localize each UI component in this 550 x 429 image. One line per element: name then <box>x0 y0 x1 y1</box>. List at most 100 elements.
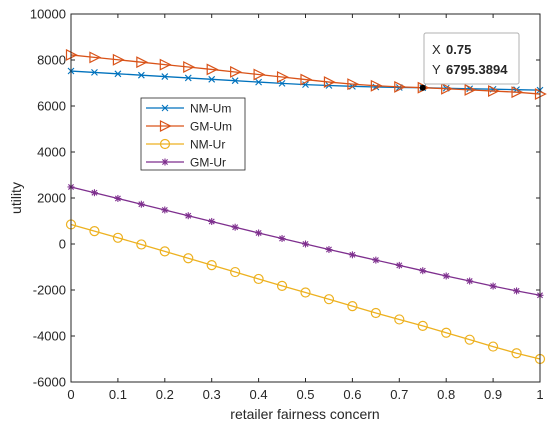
data-point[interactable] <box>159 120 172 132</box>
x-axis-label: retailer fairness concern <box>230 406 379 422</box>
data-point[interactable] <box>112 53 125 66</box>
data-point[interactable] <box>372 256 380 264</box>
y-tick-label: 2000 <box>37 191 66 206</box>
data-point[interactable] <box>278 234 286 242</box>
data-point[interactable] <box>325 246 333 254</box>
legend-entry: GM-Um <box>146 120 232 134</box>
data-point[interactable] <box>488 85 500 98</box>
data-point[interactable] <box>442 272 450 280</box>
data-point[interactable] <box>276 280 288 291</box>
datatip: X 0.75 Y 6795.3894 <box>419 32 520 91</box>
data-point[interactable] <box>136 56 149 69</box>
data-point[interactable] <box>394 314 405 325</box>
data-point[interactable] <box>300 287 311 298</box>
data-point[interactable] <box>159 138 171 150</box>
data-point[interactable] <box>488 341 499 352</box>
legend-label: GM-Um <box>190 120 232 134</box>
data-point[interactable] <box>89 226 100 237</box>
data-point[interactable] <box>323 76 336 89</box>
x-tick-label: 1 <box>536 387 543 402</box>
data-point[interactable] <box>206 63 219 76</box>
legend-label: NM-Ur <box>190 138 225 152</box>
data-point[interactable] <box>466 277 474 285</box>
data-point[interactable] <box>302 81 309 88</box>
data-point[interactable] <box>513 287 521 295</box>
data-point[interactable] <box>208 217 216 225</box>
data-point[interactable] <box>159 58 172 71</box>
data-point[interactable] <box>161 158 169 166</box>
data-point[interactable] <box>137 71 145 79</box>
series-line <box>70 54 541 95</box>
x-tick-label: 0 <box>67 387 74 402</box>
data-point[interactable] <box>255 78 262 86</box>
legend-entry: NM-Ur <box>146 138 225 152</box>
data-point[interactable] <box>419 267 427 275</box>
data-point[interactable] <box>89 51 102 64</box>
data-point[interactable] <box>231 223 239 231</box>
data-point[interactable] <box>348 251 356 259</box>
data-point[interactable] <box>464 83 477 96</box>
data-point[interactable] <box>137 200 145 208</box>
data-point[interactable] <box>161 73 169 80</box>
y-tick-label: -6000 <box>33 375 66 390</box>
data-point[interactable] <box>417 320 428 331</box>
datatip-point[interactable] <box>419 84 426 91</box>
legend-label: GM-Ur <box>190 156 226 170</box>
data-point[interactable] <box>347 301 358 312</box>
data-point[interactable] <box>91 69 98 76</box>
x-tick-label: 0.3 <box>203 387 221 402</box>
data-point[interactable] <box>184 212 192 220</box>
y-axis-label: utility <box>8 182 24 214</box>
data-point[interactable] <box>489 282 497 290</box>
data-point[interactable] <box>511 86 524 99</box>
data-point[interactable] <box>159 246 170 257</box>
data-point[interactable] <box>441 327 452 338</box>
data-point[interactable] <box>395 261 403 269</box>
data-point[interactable] <box>114 70 122 78</box>
data-point[interactable] <box>161 104 169 112</box>
datatip-y-prefix: Y <box>432 62 441 77</box>
y-tick-label: -2000 <box>33 283 66 298</box>
data-point[interactable] <box>231 77 239 85</box>
data-point[interactable] <box>114 194 122 202</box>
data-point[interactable] <box>112 232 124 243</box>
data-point[interactable] <box>302 240 309 248</box>
data-point[interactable] <box>183 253 194 264</box>
data-point[interactable] <box>208 75 216 83</box>
legend-entry: GM-Ur <box>146 156 226 170</box>
data-point[interactable] <box>370 307 381 319</box>
data-point[interactable] <box>253 273 264 285</box>
data-point[interactable] <box>161 206 169 214</box>
data-point[interactable] <box>276 71 289 83</box>
data-point[interactable] <box>255 229 263 237</box>
x-tick-label: 0.5 <box>296 387 314 402</box>
data-point[interactable] <box>347 78 360 91</box>
data-point[interactable] <box>183 61 196 73</box>
x-tick-label: 0.1 <box>109 387 127 402</box>
data-point[interactable] <box>464 334 475 345</box>
data-point[interactable] <box>90 189 98 197</box>
data-point[interactable] <box>253 68 266 81</box>
data-point[interactable] <box>441 82 454 95</box>
legend-label: NM-Um <box>190 102 231 116</box>
data-point[interactable] <box>206 260 217 271</box>
datatip-y-value: 6795.3894 <box>446 62 508 77</box>
x-tick-label: 0.7 <box>390 387 408 402</box>
data-point[interactable] <box>300 73 313 86</box>
x-tick-label: 0.4 <box>250 387 268 402</box>
data-point[interactable] <box>323 294 335 305</box>
series-line <box>70 223 541 360</box>
legend-entry: NM-Um <box>146 102 231 116</box>
data-point[interactable] <box>370 79 383 92</box>
data-point[interactable] <box>230 65 242 78</box>
data-point[interactable] <box>511 348 522 359</box>
datatip-box <box>423 32 520 85</box>
y-tick-label: 8000 <box>37 53 66 68</box>
data-point[interactable] <box>230 266 241 278</box>
data-point[interactable] <box>184 74 192 82</box>
data-point[interactable] <box>394 80 407 93</box>
series-layer <box>65 48 547 365</box>
x-tick-label: 0.8 <box>437 387 455 402</box>
data-point[interactable] <box>136 239 147 250</box>
